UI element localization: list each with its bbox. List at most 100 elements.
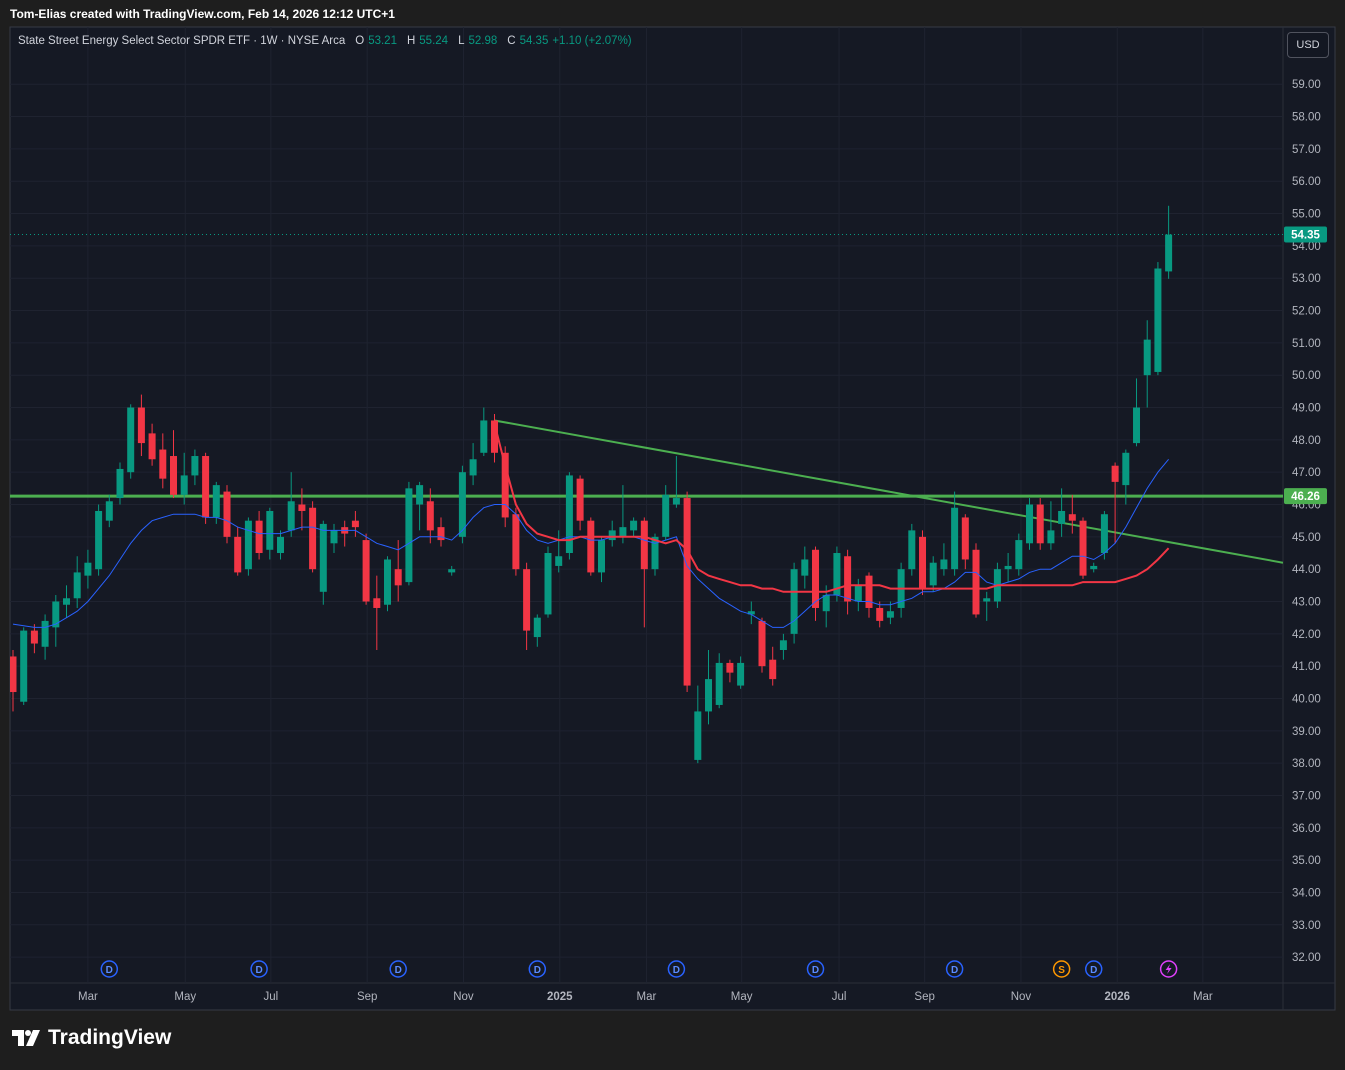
- candle-body: [52, 601, 60, 628]
- candle-body: [961, 517, 969, 560]
- change: +1.10 (+2.07%): [552, 35, 632, 47]
- candle-body: [844, 556, 852, 602]
- y-tick-label: 40.00: [1292, 693, 1321, 705]
- candle-body: [62, 598, 70, 605]
- candle-body: [223, 491, 231, 537]
- candle-body: [384, 559, 392, 605]
- candle-body: [919, 536, 927, 589]
- candle-body: [630, 520, 638, 531]
- candle-body: [309, 507, 317, 570]
- candle-body: [715, 662, 723, 705]
- candle-body: [1068, 514, 1076, 521]
- candle-body: [1015, 540, 1023, 570]
- candle-body: [694, 711, 702, 760]
- event-label: D: [534, 965, 541, 976]
- ohlc-value: 52.98: [468, 35, 498, 47]
- symbol: State Street Energy Select Sector SPDR E…: [18, 35, 346, 47]
- currency-button[interactable]: USD: [1287, 32, 1329, 58]
- candle-body: [159, 449, 167, 479]
- candle-body: [1133, 407, 1141, 444]
- event-marker: [806, 960, 825, 978]
- candle-body: [212, 485, 220, 518]
- candle-body: [812, 549, 820, 608]
- candle-body: [30, 630, 38, 644]
- event-marker: [1084, 960, 1103, 978]
- candle-body: [202, 456, 210, 518]
- candle-body: [1100, 514, 1108, 554]
- candle-body: [1047, 530, 1055, 544]
- event-marker: [945, 960, 964, 978]
- y-tick-label: 41.00: [1292, 661, 1321, 673]
- y-tick-label: 45.00: [1292, 532, 1321, 544]
- x-tick-label: Nov: [453, 991, 474, 1003]
- candle-body: [244, 520, 252, 570]
- candle-body: [73, 572, 81, 599]
- candle-body: [1122, 452, 1130, 486]
- event-marker: [667, 960, 686, 978]
- ohlc-value: 55.24: [419, 35, 449, 47]
- y-tick-label: 54.00: [1292, 241, 1321, 253]
- candle-body: [1026, 504, 1034, 544]
- candle-body: [448, 569, 456, 573]
- candle-body: [598, 540, 606, 573]
- event-icon: [1165, 964, 1172, 974]
- candle-body: [705, 679, 713, 712]
- y-tick-label: 49.00: [1292, 403, 1321, 415]
- candle-body: [116, 468, 124, 499]
- event-label: D: [255, 965, 262, 976]
- candle-body: [437, 527, 445, 541]
- credit: Tom-Elias created with TradingView.com, …: [10, 7, 395, 21]
- candle-body: [330, 530, 338, 544]
- candle-body: [865, 575, 873, 608]
- candle-body: [351, 520, 359, 528]
- candle-body: [255, 520, 263, 554]
- candle-body: [737, 662, 745, 686]
- y-tick-label: 55.00: [1292, 209, 1321, 221]
- candle-body: [779, 640, 787, 651]
- candle-body: [672, 498, 680, 505]
- ohlc-value: 53.21: [368, 35, 397, 47]
- ohlc-label: L: [458, 35, 465, 47]
- event-marker: [250, 960, 268, 978]
- candle-body: [908, 530, 916, 570]
- event-label: D: [395, 965, 402, 976]
- candle-body: [191, 456, 199, 476]
- x-tick-label: 2026: [1104, 991, 1130, 1003]
- candle-body: [105, 501, 113, 521]
- candle-body: [362, 540, 370, 602]
- y-tick-label: 37.00: [1292, 790, 1321, 802]
- candle-body: [758, 620, 766, 667]
- y-tick-label: 51.00: [1292, 338, 1321, 350]
- event-marker: [100, 960, 119, 978]
- trendline: [494, 419, 1283, 564]
- event-marker: [389, 960, 407, 978]
- moving-average: [12, 458, 1169, 628]
- y-tick-label: 38.00: [1292, 758, 1321, 770]
- y-tick-label: 48.00: [1292, 435, 1321, 447]
- candle-body: [20, 630, 28, 702]
- candle-body: [287, 501, 295, 531]
- logo-text: TradingView: [48, 1026, 172, 1049]
- candle-body: [555, 556, 563, 566]
- candle-body: [180, 475, 188, 495]
- candle-body: [587, 520, 595, 573]
- y-tick-label: 52.00: [1292, 306, 1321, 318]
- x-tick-label: May: [731, 991, 753, 1003]
- y-tick-label: 44.00: [1292, 564, 1321, 576]
- candle-body: [491, 420, 499, 453]
- candle-body: [1165, 234, 1173, 272]
- candle-body: [1004, 565, 1012, 570]
- candle-body: [1079, 520, 1087, 576]
- y-tick-label: 59.00: [1292, 79, 1321, 91]
- legend: State Street Energy Select Sector SPDR E…: [18, 35, 632, 47]
- logo: TradingView: [12, 1026, 171, 1050]
- candle-body: [458, 472, 466, 537]
- price-tag: [1284, 488, 1327, 505]
- candle-body: [41, 620, 49, 647]
- x-tick-label: Sep: [914, 991, 934, 1003]
- candle-body: [983, 598, 991, 602]
- moving-average: [493, 423, 1170, 593]
- candle-body: [854, 585, 862, 602]
- x-tick-label: Sep: [357, 991, 377, 1003]
